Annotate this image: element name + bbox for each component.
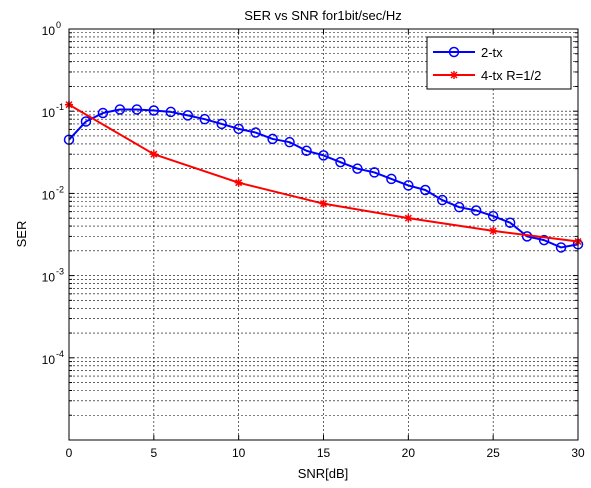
data-point	[234, 178, 243, 187]
legend: 2-tx 4-tx R=1/2	[426, 36, 572, 90]
x-tick-label: 20	[402, 446, 416, 460]
x-tick-label: 10	[232, 446, 246, 460]
x-axis-label: SNR[dB]	[298, 466, 349, 481]
data-point	[80, 116, 92, 127]
data-point	[470, 205, 482, 216]
y-tick-label-exponent: -1	[56, 102, 64, 112]
y-tick-label-base: 10	[42, 24, 56, 38]
data-point	[216, 118, 227, 130]
data-point	[131, 104, 143, 115]
chart-title: SER vs SNR for1bit/sec/Hz	[244, 8, 402, 23]
data-point	[165, 106, 177, 118]
x-tick-label: 25	[486, 446, 500, 460]
legend-label-4tx: 4-tx R=1/2	[481, 68, 541, 83]
y-tick-label: 10 0	[42, 20, 61, 38]
y-tick-label-exponent: 0	[56, 20, 61, 30]
data-point	[487, 210, 499, 222]
data-point	[437, 194, 448, 206]
series-0	[63, 104, 584, 253]
data-point	[284, 136, 295, 148]
x-tick-label: 0	[66, 446, 73, 460]
data-point	[538, 234, 550, 246]
data-point	[420, 184, 431, 196]
legend-box	[426, 36, 572, 90]
data-point	[335, 156, 346, 168]
data-point	[148, 105, 160, 116]
x-tick-label: 30	[571, 446, 585, 460]
data-point	[489, 226, 498, 235]
data-point	[318, 150, 329, 161]
data-point	[352, 163, 363, 174]
y-tick-label-exponent: -3	[56, 267, 64, 277]
data-point	[250, 127, 261, 138]
data-point	[369, 167, 380, 178]
data-point	[403, 180, 414, 191]
data-point	[149, 150, 158, 159]
y-tick-label: 10 -4	[42, 349, 64, 367]
legend-marker-4tx	[450, 71, 458, 79]
data-point	[453, 201, 465, 213]
y-tick-label-base: 10	[42, 271, 56, 285]
series-line	[68, 108, 579, 249]
y-tick-label: 10 -1	[42, 102, 64, 120]
data-point	[319, 199, 328, 208]
y-tick-label: 10 -3	[42, 267, 64, 285]
y-tick-label-exponent: -4	[56, 349, 64, 359]
data-point	[97, 107, 109, 119]
data-point	[301, 145, 312, 157]
data-point	[555, 242, 567, 253]
x-tick-label: 15	[317, 446, 331, 460]
axis-ticks	[68, 29, 579, 441]
data-point	[386, 173, 397, 185]
x-tick-label: 5	[150, 446, 157, 460]
legend-marker-2tx	[448, 46, 460, 58]
y-axis-label: SER	[14, 221, 29, 248]
y-tick-label-base: 10	[42, 188, 56, 202]
data-point	[504, 217, 516, 228]
y-tick-label: 10 -2	[42, 184, 64, 202]
data-point	[199, 113, 210, 125]
legend-label-2tx: 2-tx	[481, 45, 503, 60]
data-point	[404, 214, 413, 223]
data-series	[63, 100, 584, 253]
x-tick-labels: 0 5 10 15 20 25 30	[66, 446, 585, 460]
y-tick-label-exponent: -2	[56, 184, 64, 194]
data-point	[182, 110, 194, 121]
y-tick-label-base: 10	[42, 106, 56, 120]
y-tick-label-base: 10	[42, 353, 56, 367]
data-point	[267, 133, 278, 145]
data-point	[114, 104, 126, 115]
data-point	[233, 123, 244, 135]
